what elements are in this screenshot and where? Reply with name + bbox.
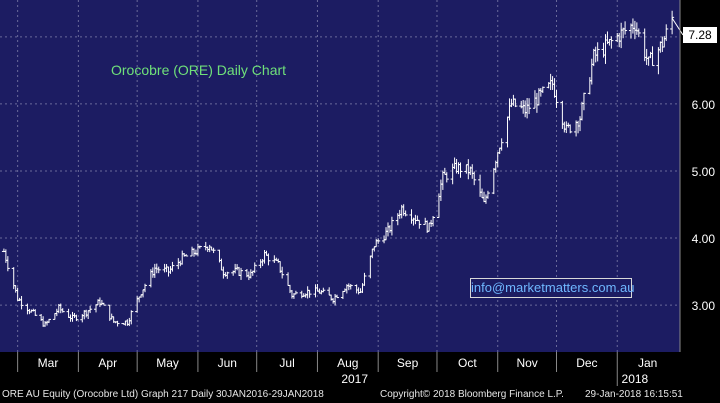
y-tick-label: 5.00 [692,165,716,179]
footer-copyright: Copyright© 2018 Bloomberg Finance L.P. [380,389,564,400]
x-tick-label: Jul [279,356,294,370]
y-tick-label: 6.00 [692,98,716,112]
footer-timestamp: 29-Jan-2018 16:15:51 [585,389,683,400]
x-tick-label: Apr [98,356,117,370]
gridlines [0,0,678,352]
x-axis-ticks: Mar Apr May Jun Jul Aug Sep Oct Nov Dec Jan 2017 201… [17,352,657,386]
x-tick-label: Nov [516,356,537,370]
time-axis-background [0,352,680,386]
x-tick-label: Oct [458,356,477,370]
last-price-pointer [671,17,684,36]
watermark-email: info@marketmatters.com.au [470,278,634,298]
y-tick-label: 3.00 [692,299,716,313]
price-bars [1,10,684,327]
x-tick-label: Jun [218,356,237,370]
footer-security-info: ORE AU Equity (Orocobre Ltd) Graph 217 D… [2,389,324,400]
footer-bar: ORE AU Equity (Orocobre Ltd) Graph 217 D… [0,386,720,403]
x-tick-label: Mar [38,356,59,370]
price-axis-background [680,0,720,386]
year-label: 2018 [622,372,649,386]
x-tick-label: Jan [638,356,657,370]
x-tick-label: Aug [337,356,358,370]
x-tick-label: May [156,356,179,370]
chart-title: Orocobre (ORE) Daily Chart [111,62,287,78]
x-tick-label: Sep [397,356,419,370]
last-price-label: 7.28 [683,27,717,43]
x-tick-label: Dec [576,356,597,370]
y-tick-label: 4.00 [692,232,716,246]
plot-background [0,0,680,352]
year-label: 2017 [341,372,368,386]
